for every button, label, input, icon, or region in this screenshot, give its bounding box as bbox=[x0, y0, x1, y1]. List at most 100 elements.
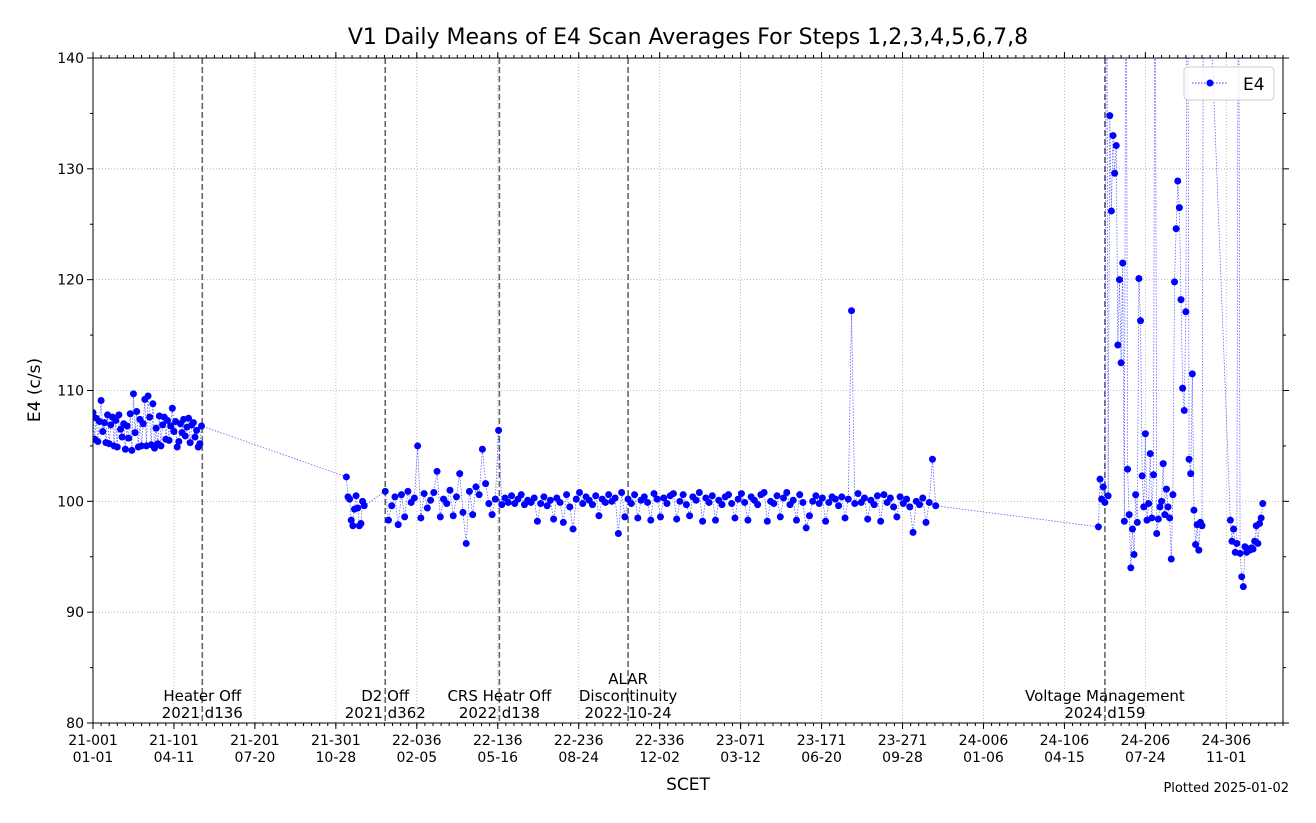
data-point bbox=[1182, 308, 1190, 316]
data-point bbox=[1169, 491, 1177, 499]
data-point bbox=[663, 500, 671, 508]
y-tick-label: 90 bbox=[66, 605, 84, 621]
data-point bbox=[173, 443, 181, 451]
data-point bbox=[397, 491, 405, 499]
data-point bbox=[592, 492, 600, 500]
data-point bbox=[152, 424, 160, 432]
data-point bbox=[673, 515, 681, 523]
data-point bbox=[159, 421, 167, 429]
event-label: 2022-10-24 bbox=[585, 704, 672, 722]
data-point bbox=[139, 420, 147, 428]
data-point bbox=[504, 498, 512, 506]
data-point bbox=[430, 488, 438, 496]
data-point bbox=[384, 516, 392, 524]
data-point bbox=[1190, 506, 1198, 514]
event-label: Discontinuity bbox=[579, 687, 678, 705]
data-point bbox=[864, 515, 872, 523]
data-point bbox=[540, 493, 548, 501]
data-point bbox=[1107, 207, 1115, 215]
data-point bbox=[909, 528, 917, 536]
data-point bbox=[1137, 317, 1145, 325]
data-point bbox=[737, 490, 745, 498]
data-point bbox=[181, 432, 189, 440]
data-point bbox=[724, 491, 732, 499]
data-point bbox=[1164, 503, 1172, 511]
data-point bbox=[449, 512, 457, 520]
data-point bbox=[388, 502, 396, 510]
x-tick-label: 21-301 bbox=[311, 733, 361, 749]
data-point bbox=[1156, 503, 1164, 511]
data-point bbox=[478, 445, 486, 453]
data-point bbox=[634, 514, 642, 522]
data-point bbox=[566, 503, 574, 511]
data-point bbox=[783, 488, 791, 496]
data-point bbox=[107, 421, 115, 429]
data-point bbox=[744, 516, 752, 524]
data-point bbox=[799, 498, 807, 506]
data-point bbox=[860, 494, 868, 502]
data-point bbox=[877, 517, 885, 525]
data-point bbox=[197, 422, 205, 430]
x-tick-label: 24-306 bbox=[1202, 733, 1252, 749]
data-point bbox=[459, 508, 467, 516]
x-tick-label: 21-101 bbox=[149, 733, 199, 749]
data-point bbox=[144, 392, 152, 400]
y-tick-label: 80 bbox=[66, 716, 84, 732]
data-point bbox=[631, 491, 639, 499]
event-label: Voltage Management bbox=[1025, 687, 1185, 705]
data-point bbox=[563, 491, 571, 499]
data-point bbox=[579, 500, 587, 508]
data-point bbox=[1256, 520, 1264, 527]
data-point bbox=[621, 513, 629, 521]
data-point bbox=[1254, 539, 1262, 547]
data-point bbox=[1192, 541, 1200, 549]
data-point bbox=[1106, 112, 1114, 120]
chart-title: V1 Daily Means of E4 Scan Averages For S… bbox=[348, 25, 1028, 50]
x-tick-sublabel: 04-15 bbox=[1044, 750, 1085, 766]
data-point bbox=[1148, 514, 1156, 522]
data-point bbox=[812, 492, 820, 500]
data-point bbox=[443, 500, 451, 508]
data-point bbox=[157, 442, 165, 450]
data-point bbox=[686, 512, 694, 520]
data-point bbox=[462, 539, 470, 547]
data-point bbox=[831, 495, 839, 503]
data-point bbox=[705, 498, 713, 506]
data-point bbox=[569, 525, 577, 533]
data-point bbox=[112, 416, 120, 424]
data-point bbox=[452, 493, 460, 501]
data-point bbox=[1135, 275, 1143, 283]
data-point bbox=[133, 408, 141, 416]
data-point bbox=[886, 494, 894, 502]
y-tick-label: 110 bbox=[57, 384, 84, 400]
data-point bbox=[618, 488, 626, 496]
x-tick-sublabel: 12-02 bbox=[639, 750, 680, 766]
data-point bbox=[1125, 511, 1133, 519]
data-point bbox=[669, 490, 677, 498]
data-point bbox=[789, 496, 797, 504]
y-tick-label: 100 bbox=[57, 494, 84, 510]
data-point bbox=[627, 500, 635, 508]
data-point bbox=[1158, 497, 1166, 505]
data-point bbox=[488, 511, 496, 519]
data-point bbox=[391, 493, 399, 501]
data-point bbox=[682, 501, 690, 509]
data-point bbox=[125, 434, 133, 442]
data-point bbox=[776, 513, 784, 521]
data-point bbox=[1177, 296, 1185, 304]
x-tick-sublabel: 03-12 bbox=[720, 750, 761, 766]
data-point bbox=[896, 493, 904, 501]
data-point bbox=[129, 390, 137, 398]
data-point bbox=[695, 488, 703, 496]
data-point bbox=[770, 500, 778, 508]
data-point bbox=[118, 433, 126, 441]
data-point bbox=[186, 439, 194, 447]
x-tick-sublabel: 11-01 bbox=[1206, 750, 1247, 766]
data-point bbox=[168, 404, 176, 412]
data-point bbox=[1128, 525, 1136, 533]
data-point bbox=[841, 514, 849, 522]
data-point bbox=[925, 498, 933, 506]
x-tick-sublabel: 07-20 bbox=[235, 750, 276, 766]
